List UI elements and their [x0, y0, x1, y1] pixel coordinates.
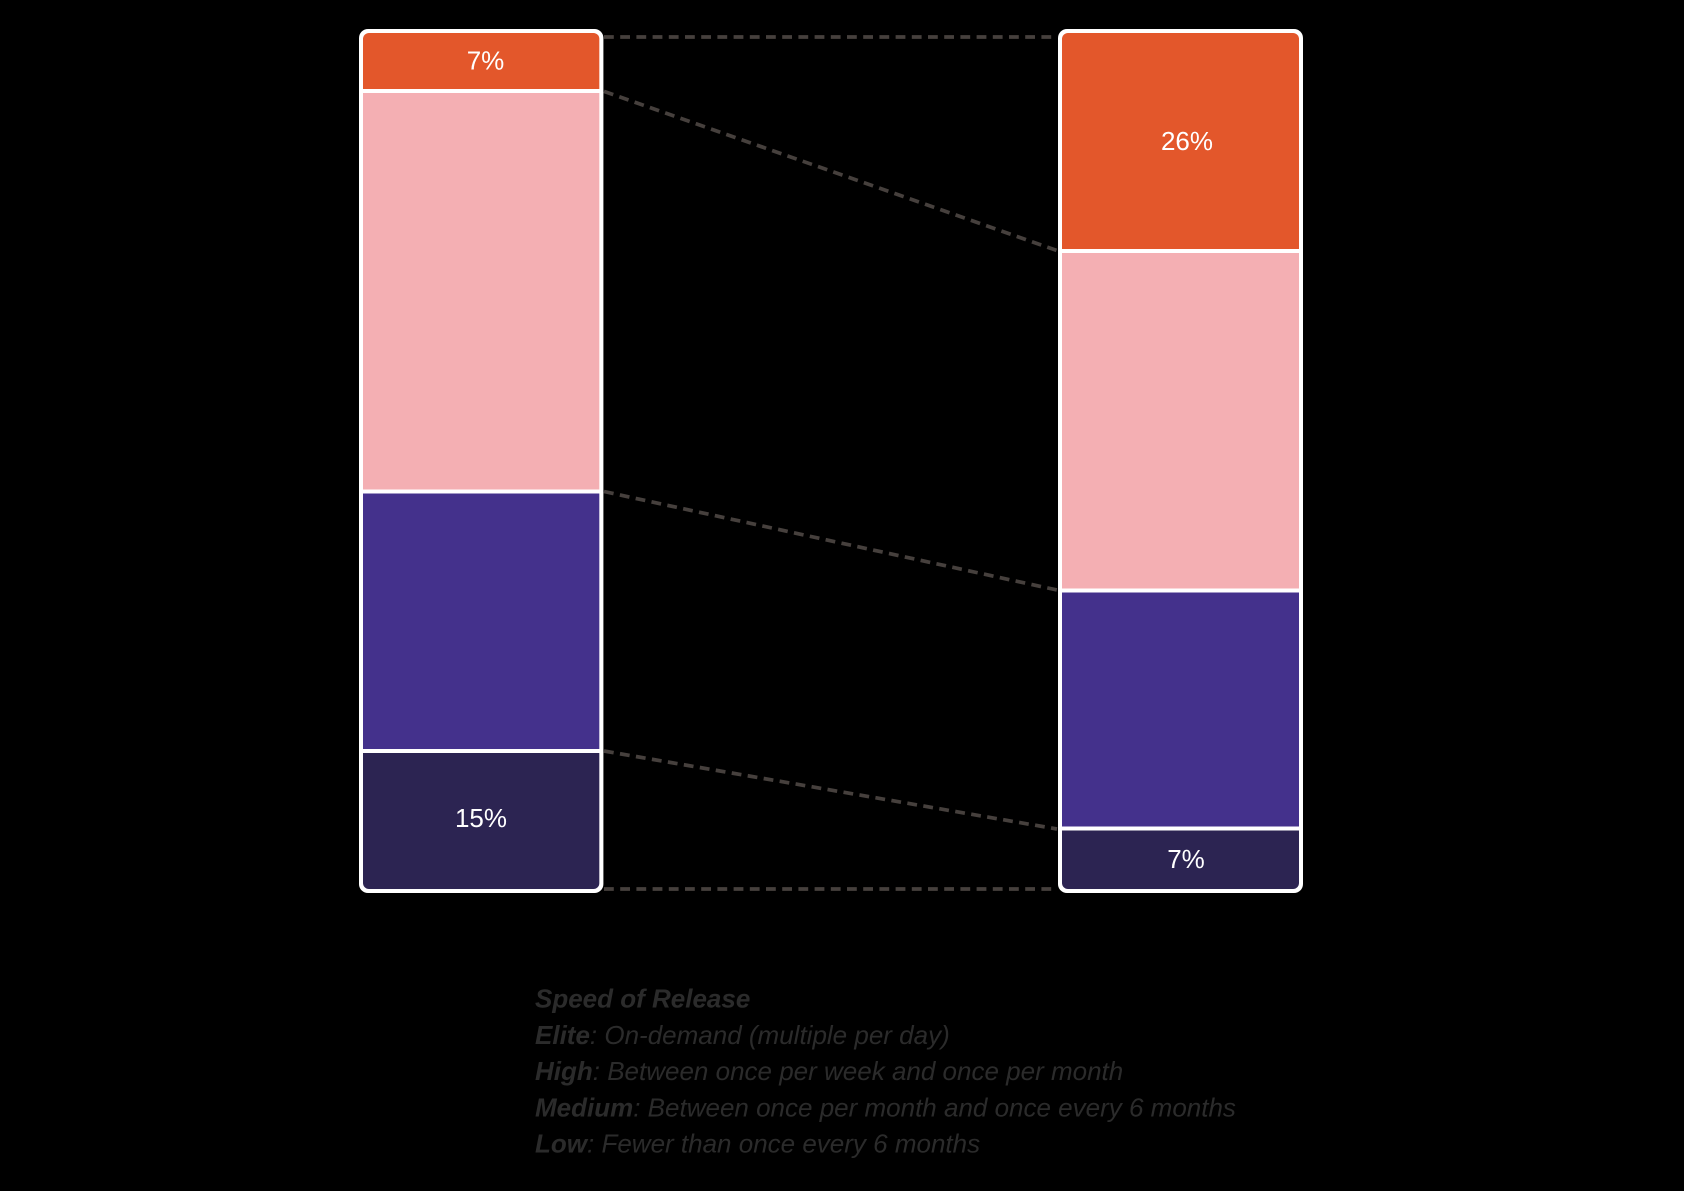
svg-text:7%: 7% [1167, 844, 1205, 874]
svg-text:Low: Fewer than once every 6 m: Low: Fewer than once every 6 months [535, 1129, 980, 1159]
svg-text:High: Between once per week an: High: Between once per week and once per… [535, 1056, 1123, 1086]
svg-text:Elite: On-demand (multiple per: Elite: On-demand (multiple per day) [535, 1020, 950, 1050]
svg-text:Speed of Release: Speed of Release [535, 984, 750, 1014]
svg-text:15%: 15% [455, 803, 507, 833]
svg-text:Medium: Between once per month: Medium: Between once per month and once … [535, 1092, 1236, 1122]
svg-text:7%: 7% [467, 46, 505, 76]
svg-text:26%: 26% [1161, 126, 1213, 156]
